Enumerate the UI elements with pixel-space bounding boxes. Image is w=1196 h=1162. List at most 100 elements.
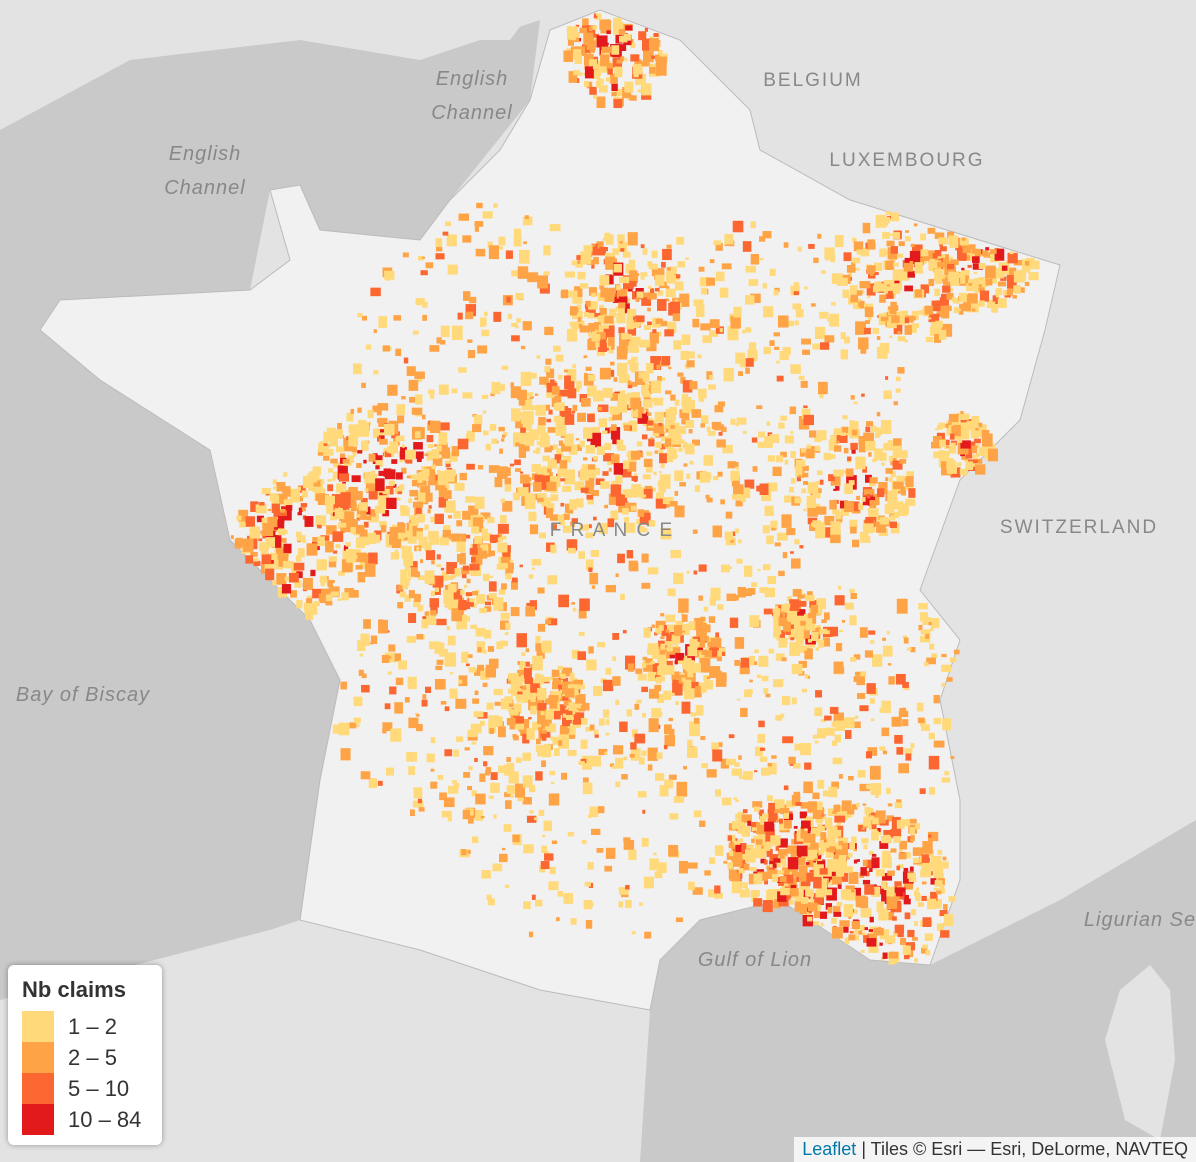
claim-area: [896, 888, 904, 897]
claim-area: [489, 593, 497, 599]
claim-area: [694, 636, 706, 648]
claim-area: [326, 427, 336, 435]
claim-area: [941, 777, 951, 783]
claim-area: [779, 876, 787, 883]
claim-area: [902, 719, 909, 727]
claim-area: [458, 679, 463, 684]
claim-area: [326, 525, 337, 535]
claim-area: [989, 443, 996, 452]
claim-area: [352, 452, 357, 457]
claim-area: [716, 439, 726, 448]
claim-area: [601, 46, 612, 53]
claim-area: [610, 427, 621, 440]
claim-area: [655, 441, 662, 449]
claim-area: [623, 33, 632, 41]
claim-area: [437, 642, 444, 647]
claim-area: [444, 706, 450, 712]
claim-area: [290, 590, 297, 598]
claim-area: [859, 531, 869, 540]
claim-area: [517, 691, 523, 696]
claim-area: [745, 265, 757, 273]
claim-area: [735, 423, 739, 427]
claim-area: [446, 626, 451, 631]
claim-area: [799, 545, 804, 549]
claim-area: [886, 895, 898, 909]
claim-area: [693, 570, 698, 575]
claim-area: [835, 486, 840, 491]
claim-area: [593, 729, 599, 735]
claim-area: [734, 659, 740, 666]
claim-area: [657, 480, 664, 487]
claim-area: [778, 570, 785, 577]
claim-area: [933, 887, 938, 891]
claim-area: [924, 305, 934, 315]
claim-area: [627, 325, 637, 336]
claim-area: [704, 870, 711, 876]
claim-area: [863, 523, 874, 534]
claim-area: [639, 339, 651, 348]
claim-area: [701, 649, 707, 655]
claim-area: [685, 420, 695, 428]
claim-area: [859, 705, 869, 712]
claim-area: [876, 488, 885, 498]
claim-area: [869, 825, 874, 831]
claim-area: [605, 42, 609, 46]
claim-area: [670, 549, 682, 559]
claim-area: [714, 405, 724, 413]
claim-area: [676, 236, 685, 245]
claim-area: [886, 815, 894, 822]
claim-area: [612, 439, 621, 445]
claim-area: [878, 909, 889, 921]
claim-area: [763, 859, 768, 865]
claim-area: [558, 374, 563, 380]
claim-area: [582, 18, 589, 27]
claim-area: [517, 487, 529, 497]
claim-area: [393, 315, 402, 321]
claim-area: [781, 838, 787, 844]
claim-area: [871, 824, 877, 829]
claim-area: [434, 513, 444, 525]
claim-area: [931, 441, 941, 449]
claim-area: [297, 485, 306, 493]
claim-area: [935, 276, 942, 285]
claim-area: [481, 532, 492, 541]
claim-area: [844, 937, 850, 944]
claim-area: [534, 474, 543, 483]
claim-area: [343, 437, 354, 452]
claim-area: [816, 470, 823, 476]
claim-area: [1000, 276, 1007, 281]
claim-area: [728, 734, 735, 739]
claim-area: [394, 549, 399, 553]
claim-area: [950, 259, 959, 265]
claim-area: [398, 660, 407, 667]
claim-area: [416, 723, 423, 732]
claim-area: [641, 662, 647, 668]
claim-area: [766, 848, 773, 857]
claim-area: [637, 89, 642, 93]
claim-area: [850, 395, 855, 400]
claim-area: [970, 428, 979, 439]
claim-area: [960, 429, 970, 440]
claim-area: [528, 699, 539, 711]
claim-area: [561, 720, 571, 727]
claim-area: [928, 834, 932, 838]
claim-area: [474, 535, 482, 544]
leaflet-link[interactable]: Leaflet: [802, 1139, 857, 1159]
claim-area: [324, 592, 333, 603]
claim-area: [545, 619, 552, 625]
claim-area: [536, 355, 541, 359]
claim-area: [657, 290, 664, 296]
claim-area: [475, 627, 486, 637]
claim-area: [500, 612, 510, 620]
claim-area: [622, 629, 627, 634]
claim-area: [683, 657, 692, 664]
claim-area: [684, 687, 695, 700]
claim-area: [398, 532, 404, 540]
claim-area: [780, 451, 787, 458]
claim-area: [868, 808, 874, 812]
claim-area: [691, 409, 702, 418]
claim-area: [540, 711, 545, 716]
claim-area: [870, 814, 874, 820]
claim-area: [876, 411, 881, 417]
